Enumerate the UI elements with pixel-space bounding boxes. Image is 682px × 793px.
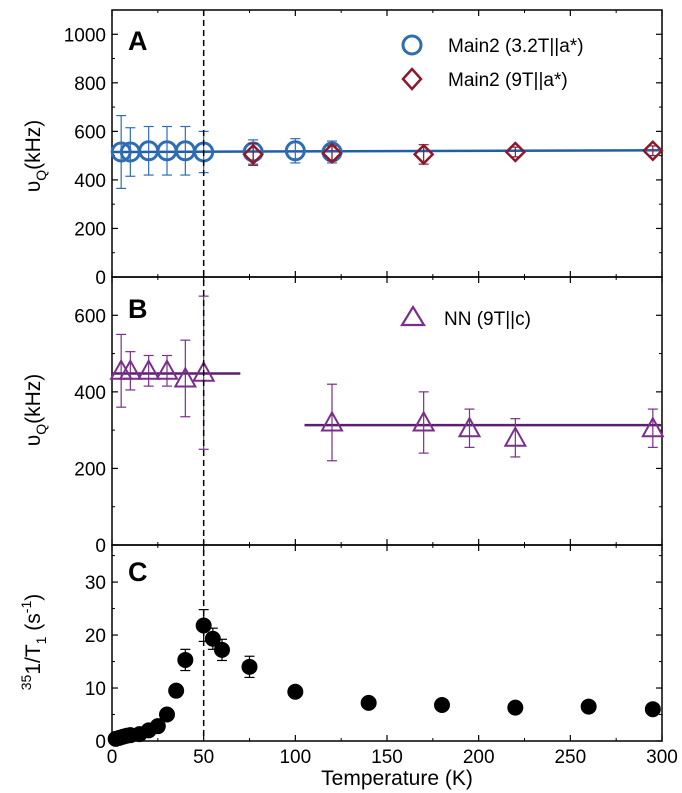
- data-point-diamond: [412, 143, 435, 166]
- data-point-diamond: [642, 140, 664, 162]
- legend: Main2 (3.2T||a*) Main2 (9T||a*) NN (9T||…: [400, 34, 584, 330]
- y-tick-label-a: 400: [74, 171, 106, 192]
- x-tick-label: 200: [463, 747, 495, 768]
- plot-frame-b: [111, 276, 663, 546]
- data-point-filled: [360, 694, 377, 711]
- data-point-circle: [284, 140, 306, 162]
- data-point-filled: [149, 718, 166, 735]
- y-axis-label-a: υQ(kHz): [22, 120, 49, 193]
- panel-b: 0 200 400 600: [74, 276, 665, 557]
- y-axis-label-b-text: υQ(kHz): [22, 374, 49, 447]
- y-label-b-unit: (kHz): [22, 374, 45, 424]
- y-label-c-mid: (s: [22, 613, 45, 636]
- y-tick-label-c: 30: [85, 573, 106, 594]
- legend-item-nn-9t: NN (9T||c): [400, 304, 531, 330]
- y-tick-label-b: 600: [74, 306, 106, 327]
- y-label-c-presup: 35: [18, 674, 34, 690]
- data-point-filled: [241, 658, 258, 675]
- y-tick-label-b: 400: [74, 383, 106, 404]
- data-point-triangle: [118, 358, 143, 380]
- plot-frame-c: [111, 544, 663, 742]
- data-point-triangle: [320, 410, 344, 432]
- data-point-filled: [507, 699, 524, 716]
- legend-item-main2-32t: Main2 (3.2T||a*): [401, 34, 584, 57]
- y-label-b-main: υ: [22, 435, 45, 446]
- data-point-filled: [159, 706, 175, 723]
- y-tick-label-a: 200: [74, 219, 106, 240]
- data-point-triangle: [641, 416, 665, 438]
- legend-label-nn-9t: NN (9T||c): [444, 309, 531, 330]
- y-tick-label-c: 0: [95, 732, 106, 753]
- legend-label-main2-32t: Main2 (3.2T||a*): [448, 36, 584, 57]
- data-point-filled: [644, 701, 661, 718]
- y-tick-label-c: 10: [85, 679, 106, 700]
- data-point-triangle: [173, 366, 198, 388]
- data-point-triangle: [136, 358, 161, 380]
- data-point-triangle: [457, 416, 482, 438]
- y-axis-label-c: 351/T1 (s-1): [18, 594, 49, 691]
- y-label-c-main: 1/T: [22, 644, 45, 675]
- y-tick-label-a: 0: [95, 268, 106, 289]
- y-axis-label-a-text: υQ(kHz): [22, 120, 49, 193]
- panel-letter-a: A: [128, 26, 148, 56]
- data-point-filled: [177, 651, 194, 668]
- y-axis-label-b: υQ(kHz): [22, 374, 49, 447]
- legend-label-main2-9t: Main2 (9T||a*): [448, 70, 568, 91]
- data-point-filled: [580, 698, 597, 715]
- panel-letter-c: C: [128, 557, 148, 587]
- y-tick-label-a: 600: [74, 122, 106, 143]
- data-point-filled: [214, 641, 230, 658]
- data-point-filled: [287, 683, 304, 700]
- legend-item-main2-9t: Main2 (9T||a*): [401, 67, 568, 91]
- y-tick-label-b: 0: [95, 536, 106, 557]
- y-label-c-sup: -1: [18, 601, 34, 614]
- x-tick-label: 150: [371, 747, 403, 768]
- data-point-triangle: [503, 425, 528, 447]
- y-tick-label-a: 1000: [64, 25, 106, 46]
- x-tick-label: 300: [646, 747, 678, 768]
- x-tick-label: 250: [554, 747, 586, 768]
- legend-circle-icon: [401, 34, 423, 56]
- x-axis-label: Temperature (K): [321, 767, 473, 790]
- data-point-diamond: [321, 142, 343, 164]
- x-tick-label: 50: [193, 747, 214, 768]
- y-tick-label-a: 800: [74, 74, 106, 95]
- y-label-c-end: ): [22, 594, 45, 601]
- y-tick-label-c: 20: [85, 626, 106, 647]
- y-label-a-unit: (kHz): [22, 120, 45, 170]
- panel-letter-b: B: [128, 294, 148, 324]
- data-point-triangle: [411, 410, 436, 432]
- y-label-a-main: υ: [22, 181, 45, 192]
- legend-triangle-icon: [400, 304, 426, 327]
- y-label-b-sub: Q: [33, 424, 49, 435]
- legend-diamond-icon: [401, 67, 423, 91]
- panel-letters: A B C: [128, 26, 148, 587]
- y-axis-label-c-text: 351/T1 (s-1): [18, 594, 49, 691]
- data-point-filled: [434, 696, 450, 713]
- x-tick-label: 100: [279, 747, 311, 768]
- data-point-diamond: [242, 143, 264, 166]
- data-point-triangle: [155, 358, 179, 380]
- y-label-a-sub: Q: [33, 170, 49, 181]
- y-tick-label-b: 200: [74, 459, 106, 480]
- data-point-diamond: [504, 141, 527, 163]
- data-point-filled: [168, 682, 185, 699]
- x-tick-label: 0: [107, 747, 118, 768]
- y-label-c-sub: 1: [33, 636, 49, 644]
